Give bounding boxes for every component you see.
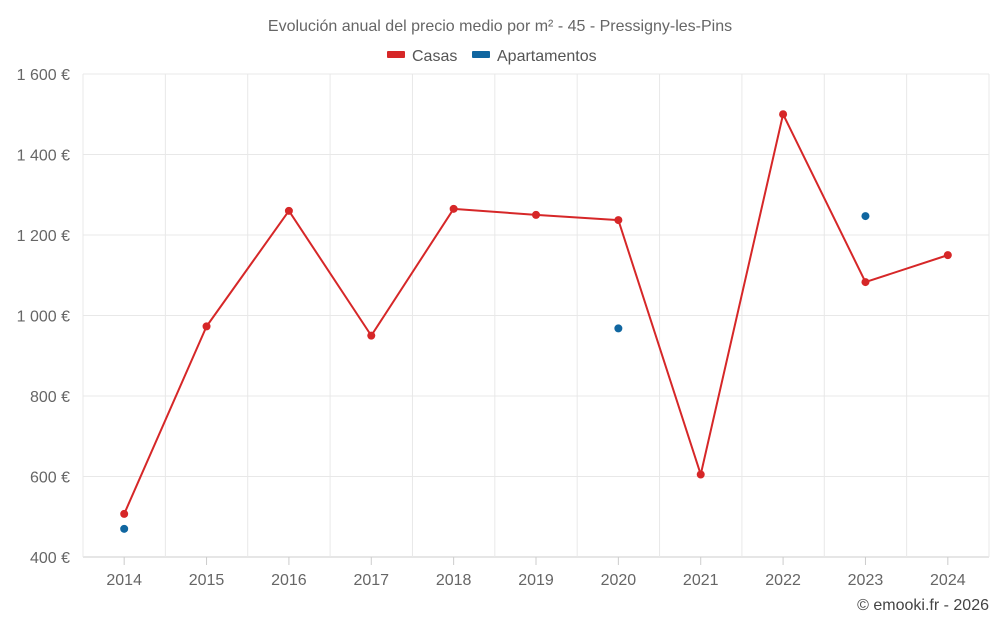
y-tick-label: 1 000 €: [17, 309, 70, 326]
data-point-casas[interactable]: [367, 331, 376, 340]
y-tick-label: 600 €: [30, 470, 70, 487]
data-point-casas[interactable]: [284, 206, 293, 215]
data-point-apartamentos[interactable]: [861, 212, 870, 221]
grid: [82, 73, 990, 558]
data-point-casas[interactable]: [120, 509, 129, 518]
legend-swatch-apartamentos: [472, 51, 490, 58]
x-tick-label: 2020: [601, 572, 637, 589]
data-point-casas[interactable]: [943, 251, 952, 260]
y-tick-label: 400 €: [30, 550, 70, 567]
x-tick-label: 2017: [353, 572, 389, 589]
x-tick-label: 2015: [189, 572, 225, 589]
legend-label-casas[interactable]: Casas: [412, 48, 457, 65]
x-tick-label: 2016: [271, 572, 307, 589]
legend: Casas Apartamentos: [387, 48, 597, 65]
x-tick-label: 2019: [518, 572, 554, 589]
data-point-casas[interactable]: [696, 470, 705, 479]
data-point-apartamentos[interactable]: [614, 324, 623, 333]
x-tick-label: 2018: [436, 572, 472, 589]
x-tick-label: 2024: [930, 572, 966, 589]
data-point-casas[interactable]: [532, 210, 540, 219]
x-tick-label: 2014: [106, 572, 142, 589]
legend-swatch-casas: [387, 51, 405, 58]
data-point-casas[interactable]: [202, 322, 211, 331]
legend-label-apartamentos[interactable]: Apartamentos: [497, 48, 597, 65]
credit-text: © emooki.fr - 2026: [857, 597, 989, 614]
y-tick-label: 800 €: [30, 389, 70, 406]
data-point-casas[interactable]: [861, 278, 870, 287]
data-point-casas[interactable]: [779, 110, 788, 119]
y-tick-label: 1 400 €: [17, 148, 70, 165]
axes: 400 € 600 € 800 € 1 000 € 1 200 € 1 400 € 1 60…: [17, 67, 966, 589]
data-point-casas[interactable]: [614, 216, 623, 225]
y-tick-label: 1 600 €: [17, 67, 70, 84]
x-tick-label: 2021: [683, 572, 719, 589]
x-tick-label: 2023: [848, 572, 884, 589]
data-point-apartamentos[interactable]: [120, 524, 129, 533]
chart-title: Evolución anual del precio medio por m² …: [268, 18, 732, 35]
series: [120, 110, 952, 533]
x-tick-label: 2022: [765, 572, 801, 589]
y-tick-label: 1 200 €: [17, 228, 70, 245]
data-point-casas[interactable]: [449, 204, 458, 213]
